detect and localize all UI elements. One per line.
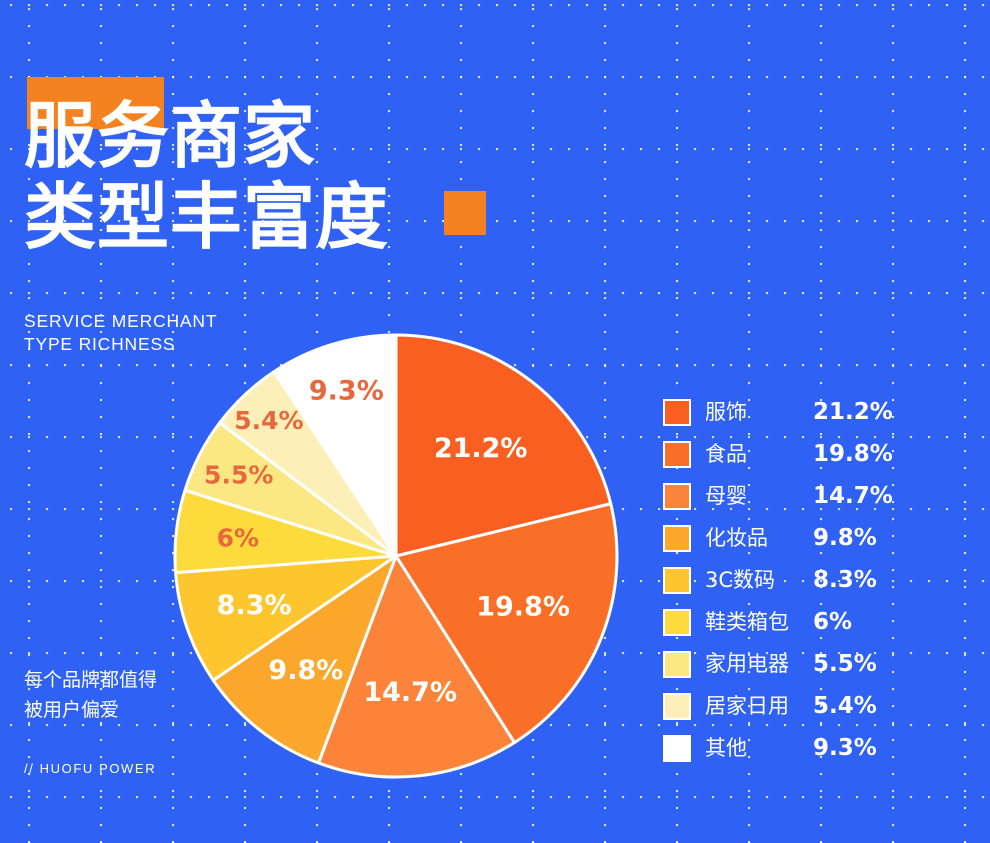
legend-row[interactable]: 家用电器 5.5% <box>663 643 963 685</box>
legend-row[interactable]: 居家日用 5.4% <box>663 685 963 727</box>
legend-swatch-icon <box>663 608 691 636</box>
tagline-line-1: 每个品牌都值得 <box>24 669 158 691</box>
pie-slice-label: 6% <box>217 524 259 553</box>
pie-slice-label: 19.8% <box>476 592 570 623</box>
legend-value: 9.3% <box>813 734 877 761</box>
pie-chart-svg: 21.2% 19.8% 14.7% 9.8% 8.3% 6% 5.5% 5.4%9.3% <box>173 333 619 779</box>
chart-legend: 服饰 21.2% 食品 19.8% 母婴 14.7% 化妆品 9.8% 3C数码 8.3% 鞋类箱包… <box>663 391 963 769</box>
legend-label: 化妆品 <box>705 525 768 550</box>
legend-label: 3C数码 <box>705 567 776 592</box>
legend-label: 食品 <box>705 441 747 466</box>
legend-row[interactable]: 服饰 21.2% <box>663 391 963 433</box>
legend-swatch-icon <box>663 440 691 468</box>
pie-slice-label: 9.3% <box>309 375 384 406</box>
pie-slice-label: 8.3% <box>217 590 292 621</box>
legend-label: 鞋类箱包 <box>705 609 789 634</box>
tagline-line-2: 被用户偏爱 <box>24 699 120 721</box>
pie-slice-label: 14.7% <box>363 677 457 708</box>
legend-row[interactable]: 化妆品 9.8% <box>663 517 963 559</box>
legend-label: 家用电器 <box>705 651 789 676</box>
page-subtitle: SERVICE MERCHANT TYPE RICHNESS <box>24 310 217 356</box>
tagline: 每个品牌都值得 被用户偏爱 <box>24 665 157 725</box>
page-title: 服务商家 类型丰富度 <box>24 96 389 258</box>
pie-slice-label: 5.5% <box>204 461 273 490</box>
legend-value: 5.5% <box>813 650 877 677</box>
legend-swatch-icon <box>663 692 691 720</box>
page-subtitle-line-2: TYPE RICHNESS <box>24 334 176 354</box>
page-subtitle-line-1: SERVICE MERCHANT <box>24 311 218 331</box>
legend-swatch-icon <box>663 650 691 678</box>
legend-swatch-icon <box>663 482 691 510</box>
legend-row[interactable]: 其他 9.3% <box>663 727 963 769</box>
pie-slice-label: 9.8% <box>268 655 343 686</box>
legend-value: 9.8% <box>813 524 877 551</box>
pie-slice-label: 5.4% <box>234 406 303 435</box>
page-title-line-1: 服务商家 <box>24 94 317 178</box>
accent-block-title <box>444 191 486 235</box>
legend-swatch-icon <box>663 566 691 594</box>
legend-row[interactable]: 母婴 14.7% <box>663 475 963 517</box>
legend-row[interactable]: 鞋类箱包 6% <box>663 601 963 643</box>
legend-label: 其他 <box>705 735 747 760</box>
legend-value: 8.3% <box>813 566 877 593</box>
brandmark: // HUOFU POWER <box>24 761 157 776</box>
legend-label: 居家日用 <box>705 693 789 718</box>
legend-value: 5.4% <box>813 692 877 719</box>
legend-label: 母婴 <box>705 483 747 508</box>
legend-swatch-icon <box>663 734 691 762</box>
pie-slice-label: 21.2% <box>434 433 528 464</box>
legend-swatch-icon <box>663 398 691 426</box>
legend-value: 21.2% <box>813 398 893 425</box>
legend-value: 19.8% <box>813 440 893 467</box>
legend-value: 14.7% <box>813 482 893 509</box>
legend-row[interactable]: 食品 19.8% <box>663 433 963 475</box>
legend-swatch-icon <box>663 524 691 552</box>
accent-block-top <box>27 77 164 129</box>
pie-chart: 21.2% 19.8% 14.7% 9.8% 8.3% 6% 5.5% 5.4% 9.3% <box>173 333 619 779</box>
page-title-line-2: 类型丰富度 <box>24 175 390 259</box>
legend-row[interactable]: 3C数码 8.3% <box>663 559 963 601</box>
legend-value: 6% <box>813 608 853 635</box>
legend-label: 服饰 <box>705 399 747 424</box>
